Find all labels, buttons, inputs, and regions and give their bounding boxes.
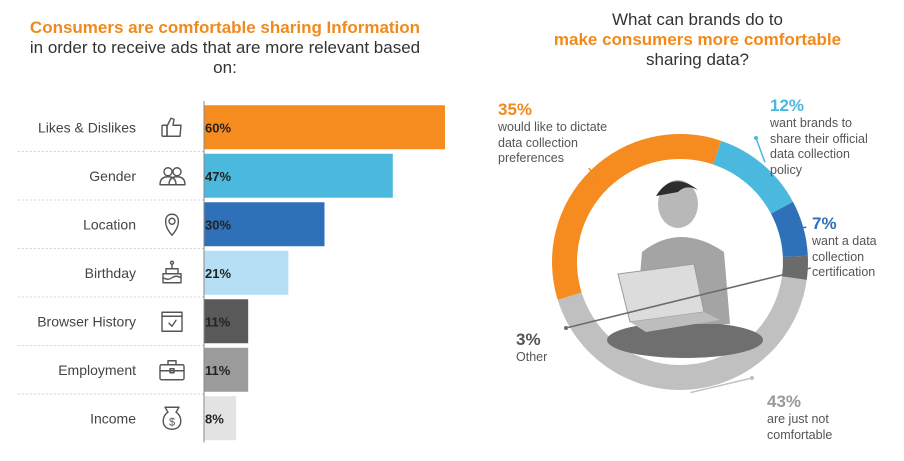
bar [204,347,249,392]
callout-text: want a data collection certification [812,234,877,279]
callout-leader-dot [750,376,754,380]
callout-text: want brands to share their official data… [770,116,868,177]
bar [204,153,393,198]
bar-value-label: 60% [205,120,231,135]
bar-row: Income $8% [90,396,237,441]
bar [204,250,289,295]
callout-leader-dot [596,176,600,180]
callout-leader-line [755,137,766,163]
category-label: Browser History [37,313,136,329]
callout-value: 35% [498,100,533,119]
money-bag-icon: $ [162,406,182,430]
bar-value-label: 30% [205,217,231,232]
category-label: Employment [58,362,136,378]
bar-row: Location 30% [18,202,325,249]
callout-certification: 7% want a data collection certification [812,214,897,281]
callout-text: Other [516,350,548,364]
right-title-line3: sharing data? [645,50,750,69]
callout-leader-line [565,267,812,329]
category-label: Gender [89,168,136,184]
location-pin-icon [164,213,180,236]
bar-row: Birthday 21% [18,250,289,298]
slice-certification [770,201,808,257]
callout-share-policy: 12% want brands to share their official … [770,96,880,178]
birthday-cake-icon [162,260,182,284]
callout-leader-dot [798,226,802,230]
bar-value-label: 47% [205,169,231,184]
users-icon [159,167,186,186]
callout-leader-line [690,377,753,394]
left-title-rest: in order to receive ads that are more re… [29,38,421,77]
callout-value: 7% [812,214,837,233]
bar-row: Browser History 11% [18,299,249,346]
right-title-line1: What can brands do to [611,10,784,29]
left-chart-title: Consumers are comfortable sharing Inform… [20,18,430,78]
callout-value: 3% [516,330,541,349]
category-label: Location [83,216,136,232]
slice-other [781,255,808,280]
slice-share-policy [713,140,794,214]
bar-value-label: 21% [205,266,231,281]
callout-text: would like to dictate data collection pr… [498,120,608,165]
right-chart-title: What can brands do to make consumers mor… [530,10,865,70]
bar-value-label: 11% [205,314,231,329]
svg-text:$: $ [169,416,175,428]
right-title-highlight: make consumers more comfortable [553,30,842,49]
browser-window-icon [161,311,183,332]
slice-not-comfortable [557,276,807,391]
callout-dictate-preferences: 35% would like to dictate data collectio… [498,100,628,167]
slice-dictate-preferences [552,134,722,300]
bar-value-label: 11% [205,363,231,378]
bar [204,299,249,344]
bar-value-label: 8% [205,411,224,426]
bar-row: Gender 47% [18,153,393,201]
bar [204,105,445,150]
bar [204,202,325,247]
callout-leader-dot [754,136,758,140]
category-label: Income [90,410,136,426]
category-label: Likes & Dislikes [38,119,136,135]
callout-text: are just not comfortable [767,412,833,442]
callout-value: 12% [770,96,805,115]
callout-leader-line [588,167,599,179]
thumbs-up-icon [161,117,182,137]
bar-row: Likes & Dislikes 60% [18,105,445,152]
bar [204,396,237,441]
callout-value: 43% [767,392,802,411]
callout-leader-dot [564,326,568,330]
category-label: Birthday [85,265,136,281]
person-with-laptop-illustration [607,180,763,358]
left-title-highlight: Consumers are comfortable sharing Inform… [29,18,421,37]
bar-row: Employment 11% [18,347,249,395]
callout-not-comfortable: 43% are just not comfortable [767,392,877,443]
callout-other: 3% Other [516,330,576,366]
briefcase-icon [159,360,185,381]
